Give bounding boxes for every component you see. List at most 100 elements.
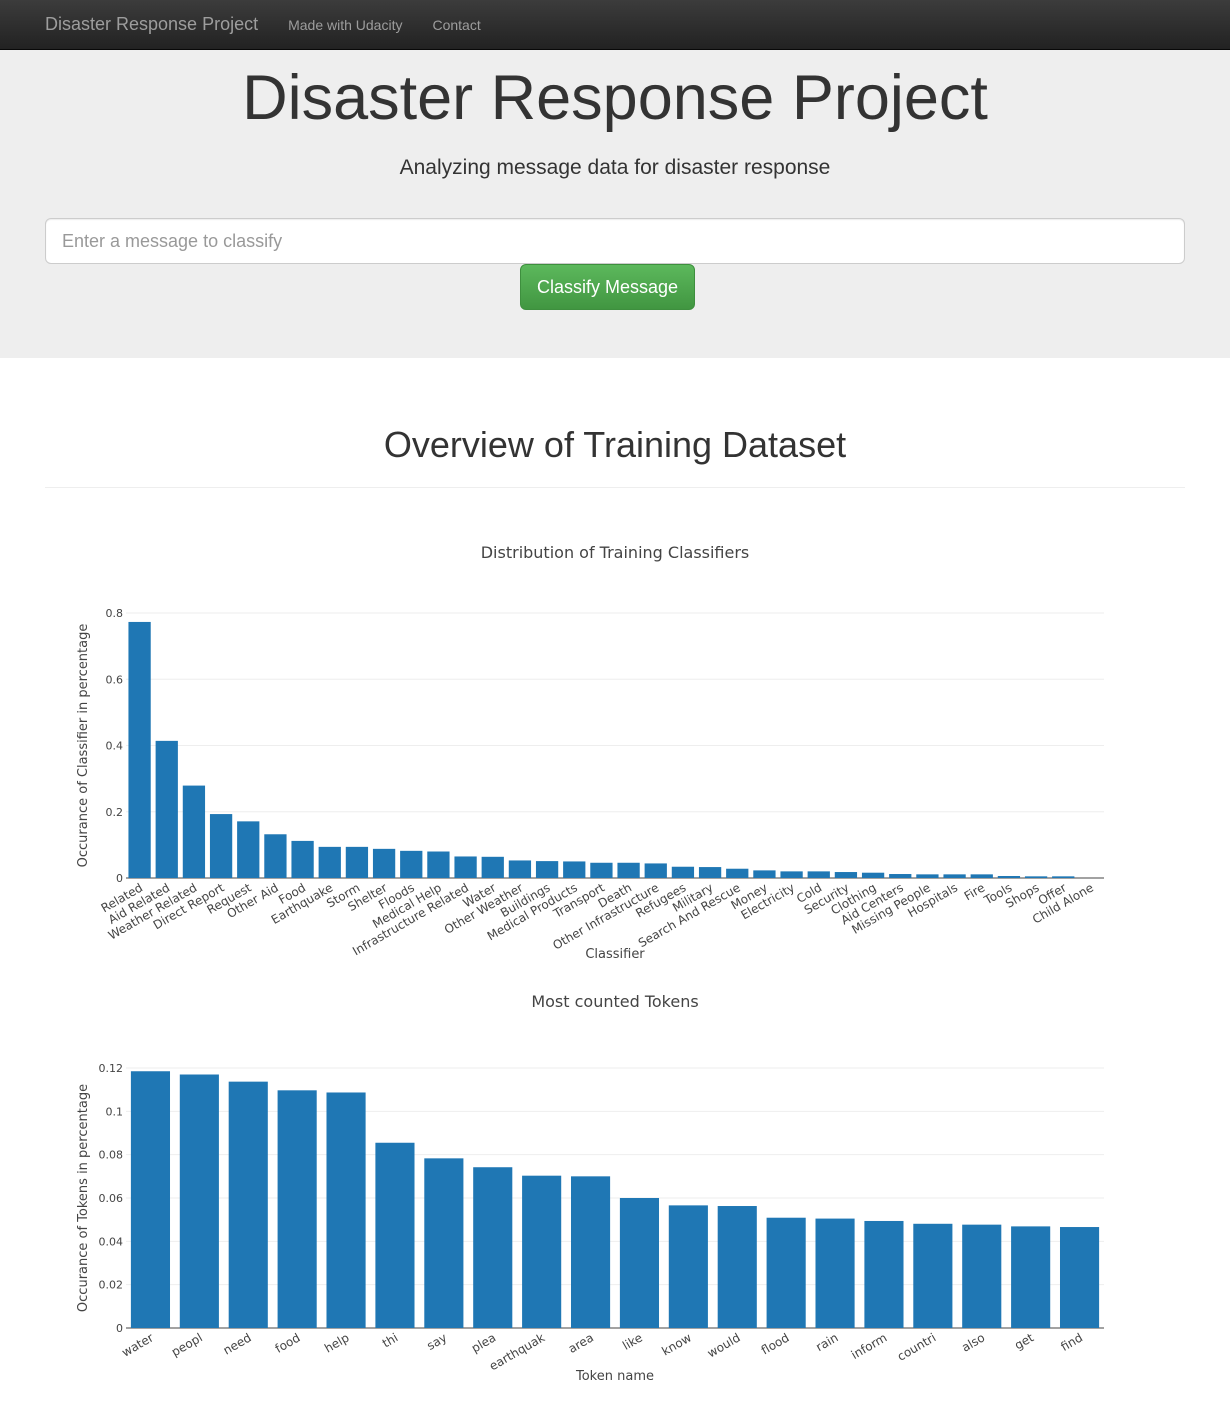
- bar: [834, 872, 858, 878]
- bar: [454, 856, 477, 878]
- y-tick-label: 0.4: [106, 740, 124, 753]
- classifier-distribution-chart: Distribution of Training Classifiers 0 0.2…: [76, 543, 1104, 958]
- bar: [864, 1220, 904, 1328]
- bar: [128, 621, 151, 878]
- bar: [318, 846, 341, 878]
- y-tick-label: 0.04: [99, 1235, 124, 1248]
- bar: [522, 1175, 562, 1328]
- bar: [535, 861, 559, 878]
- page-subtitle: Analyzing message data for disaster resp…: [399, 156, 831, 179]
- bar: [473, 1167, 513, 1328]
- bar: [237, 821, 260, 878]
- bar: [1024, 876, 1048, 878]
- bar: [179, 1074, 219, 1328]
- bar: [619, 1198, 660, 1328]
- bar: [481, 856, 504, 878]
- bar: [130, 1071, 171, 1328]
- jumbotron: Disaster Response Project Analyzing mess…: [0, 50, 1230, 358]
- chart-title: Most counted Tokens: [531, 992, 698, 1011]
- classify-message-button[interactable]: Classify Message: [520, 264, 695, 310]
- bar: [570, 1176, 611, 1328]
- bar: [913, 1223, 953, 1328]
- x-tick-label: find: [1058, 1330, 1085, 1354]
- bar: [228, 1081, 268, 1328]
- y-axis-label: Occurance of Tokens in percentage: [76, 1084, 91, 1312]
- bar: [155, 740, 178, 878]
- bar: [1011, 1226, 1051, 1328]
- x-tick-label: like: [620, 1330, 645, 1352]
- bar: [726, 868, 749, 878]
- y-tick-label: 0.6: [106, 673, 124, 686]
- bar: [698, 867, 722, 878]
- x-tick-label: would: [705, 1330, 743, 1360]
- y-axis-label: Occurance of Classifier in percentage: [76, 624, 91, 868]
- bar: [427, 851, 450, 878]
- x-tick-label: say: [424, 1330, 449, 1352]
- x-tick-label: help: [322, 1330, 351, 1355]
- bar: [1052, 876, 1075, 878]
- bar: [326, 1092, 366, 1328]
- x-tick-label: countri: [895, 1330, 938, 1363]
- x-tick-label: also: [959, 1330, 987, 1354]
- y-tick-label: 0.1: [106, 1105, 124, 1118]
- y-tick-label: 0: [116, 1322, 123, 1335]
- x-tick-label: area: [566, 1330, 596, 1356]
- bar: [753, 870, 776, 878]
- x-tick-label: plea: [469, 1330, 498, 1355]
- bar: [291, 840, 314, 878]
- bar: [424, 1158, 464, 1328]
- x-axis-label: Classifier: [585, 947, 645, 958]
- bar: [644, 863, 667, 878]
- bar: [815, 1218, 855, 1328]
- nav-link-contact[interactable]: Contact: [432, 16, 481, 33]
- divider: [45, 487, 1185, 488]
- bar: [209, 814, 233, 878]
- navbar-brand[interactable]: Disaster Response Project: [45, 14, 259, 34]
- bar: [943, 874, 966, 878]
- bar: [807, 871, 830, 878]
- bar: [671, 866, 695, 878]
- bar: [563, 861, 586, 878]
- bar: [400, 850, 423, 878]
- y-tick-label: 0.08: [99, 1149, 124, 1162]
- x-tick-label: need: [221, 1330, 254, 1357]
- x-tick-label: flood: [759, 1330, 792, 1357]
- bar: [889, 874, 912, 878]
- chart-title: Distribution of Training Classifiers: [481, 543, 750, 562]
- x-tick-label: inform: [849, 1330, 890, 1362]
- bar: [916, 874, 939, 878]
- bar: [962, 1224, 1002, 1328]
- bar: [617, 862, 640, 878]
- x-tick-label: food: [273, 1330, 303, 1355]
- overview-title: Overview of Training Dataset: [383, 424, 847, 465]
- bar: [780, 871, 803, 878]
- bar: [264, 834, 287, 878]
- bar: [668, 1205, 708, 1328]
- x-tick-label: earthquak: [487, 1330, 547, 1373]
- x-tick-label: get: [1012, 1330, 1036, 1352]
- bar: [590, 862, 613, 878]
- message-input[interactable]: [45, 218, 1185, 264]
- y-tick-label: 0: [116, 872, 123, 885]
- bar: [375, 1142, 415, 1328]
- bar: [1059, 1227, 1100, 1328]
- x-axis-label: Token name: [575, 1369, 654, 1384]
- charts-area: Distribution of Training Classifiers 0 0.2…: [0, 488, 1230, 1390]
- bar: [372, 848, 396, 878]
- bar: [508, 860, 532, 878]
- x-tick-label: thi: [380, 1330, 401, 1350]
- x-tick-label: water: [119, 1330, 156, 1359]
- bar: [997, 876, 1021, 878]
- bar: [861, 872, 885, 878]
- x-tick-label: know: [659, 1330, 694, 1358]
- y-tick-label: 0.8: [106, 607, 124, 620]
- nav-link-udacity[interactable]: Made with Udacity: [288, 16, 403, 33]
- bar: [970, 874, 993, 878]
- token-count-chart: Most counted Tokens 0 0.02 0.04 0.06 0.08 0.1 0…: [76, 992, 1104, 1384]
- y-tick-label: 0.02: [99, 1279, 124, 1292]
- y-tick-label: 0.2: [106, 806, 124, 819]
- bar: [717, 1206, 757, 1328]
- page-title: Disaster Response Project: [242, 63, 988, 133]
- bar: [182, 785, 206, 878]
- bar: [277, 1090, 317, 1328]
